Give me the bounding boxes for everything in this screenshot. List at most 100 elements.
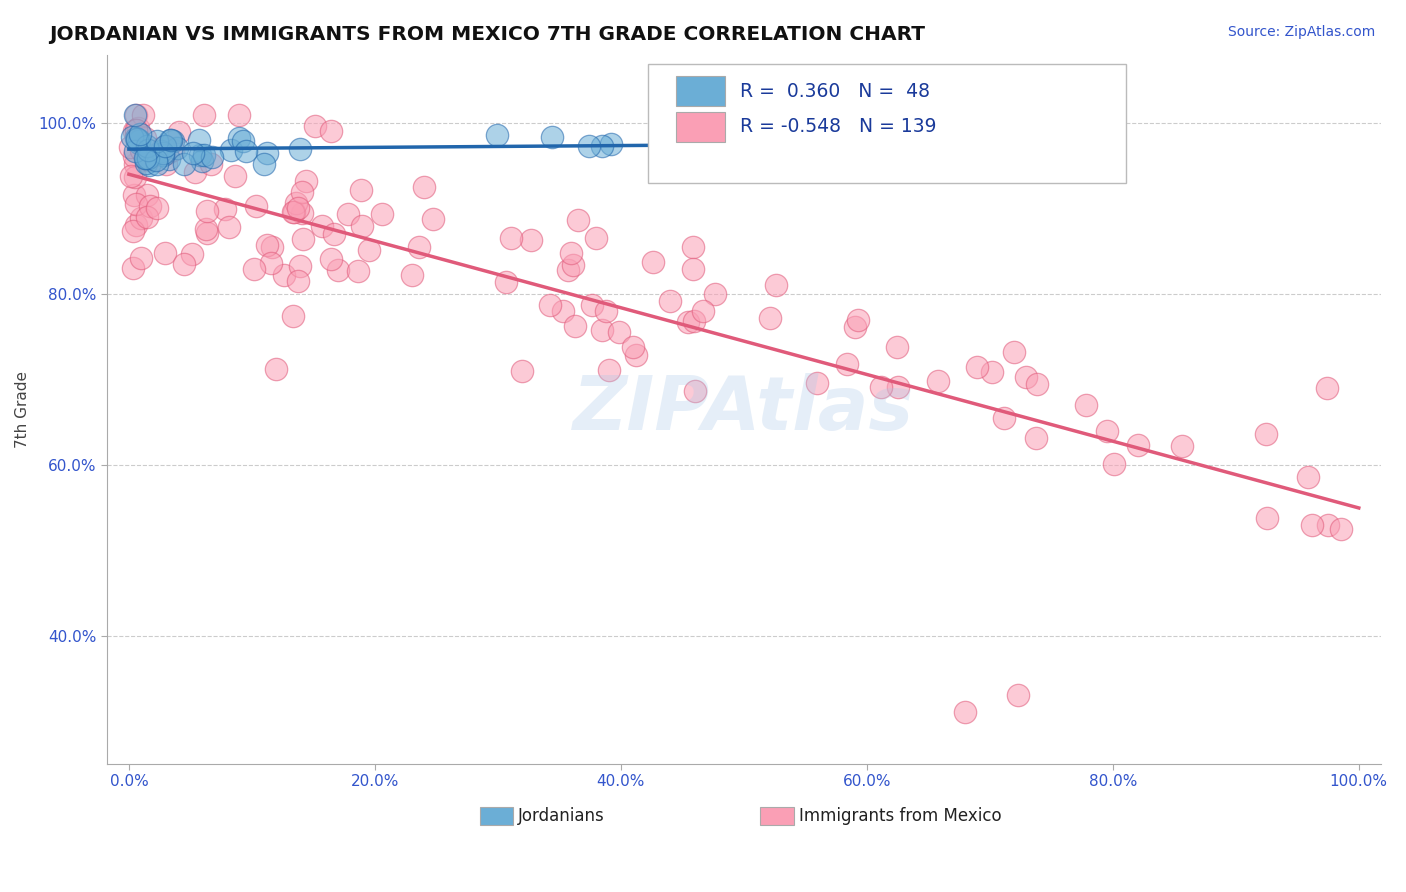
FancyBboxPatch shape (676, 77, 724, 106)
Point (120, 140, 142, 154)
Point (136, 211, 159, 225)
FancyBboxPatch shape (648, 63, 1126, 183)
Point (120, 169, 142, 184)
Point (262, 240, 284, 254)
Point (146, 202, 169, 216)
Point (966, 360, 988, 375)
Point (127, 120, 149, 135)
Point (1074, 398, 1097, 412)
Point (125, 196, 148, 211)
Point (1002, 344, 1025, 359)
Point (136, 143, 159, 157)
Point (311, 219, 333, 234)
Point (135, 139, 157, 153)
Point (124, 108, 146, 122)
Point (347, 264, 370, 278)
Point (285, 195, 308, 210)
Point (1330, 522, 1353, 536)
Point (283, 204, 305, 219)
Text: Source: ZipAtlas.com: Source: ZipAtlas.com (1227, 25, 1375, 39)
Point (159, 133, 181, 147)
Point (173, 156, 195, 170)
Point (160, 133, 183, 147)
Point (128, 134, 150, 148)
Point (1015, 370, 1038, 384)
Text: Immigrants from Mexico: Immigrants from Mexico (799, 807, 1001, 825)
Point (600, 136, 623, 151)
Point (682, 240, 704, 254)
Point (927, 374, 949, 388)
Point (138, 150, 160, 164)
Point (401, 268, 423, 282)
Point (125, 123, 148, 137)
Point (486, 128, 509, 142)
Point (765, 278, 787, 293)
Point (193, 147, 215, 161)
Point (135, 156, 157, 170)
Point (125, 122, 148, 136)
Point (352, 219, 374, 233)
Text: ZIPAtlas: ZIPAtlas (574, 373, 914, 446)
Point (1095, 424, 1118, 438)
Point (245, 199, 267, 213)
Point (136, 153, 159, 167)
Point (870, 380, 893, 394)
Point (624, 348, 647, 362)
Point (187, 133, 209, 147)
Point (266, 362, 288, 376)
Point (146, 157, 169, 171)
Point (256, 238, 278, 252)
Point (1254, 426, 1277, 441)
Point (557, 263, 579, 277)
Point (122, 188, 145, 202)
Point (142, 147, 165, 161)
Point (844, 320, 866, 334)
Point (806, 376, 828, 391)
Point (585, 230, 607, 244)
Point (195, 227, 218, 241)
Y-axis label: 7th Grade: 7th Grade (15, 371, 30, 448)
Point (188, 147, 211, 161)
Text: R = -0.548   N = 139: R = -0.548 N = 139 (740, 117, 936, 136)
Point (125, 108, 148, 122)
Point (591, 139, 613, 153)
Point (135, 151, 157, 165)
Point (201, 150, 224, 164)
Point (283, 310, 305, 324)
Point (156, 146, 179, 161)
Point (704, 287, 727, 301)
Point (134, 152, 156, 166)
Point (173, 257, 195, 271)
Point (682, 262, 704, 277)
Text: Jordanians: Jordanians (519, 807, 605, 825)
Point (336, 207, 359, 221)
Point (886, 340, 908, 354)
FancyBboxPatch shape (479, 807, 513, 825)
Point (692, 304, 714, 318)
Point (412, 180, 434, 194)
Point (128, 127, 150, 141)
Point (607, 326, 630, 340)
Point (846, 313, 869, 327)
Point (125, 218, 148, 232)
Point (1301, 517, 1323, 532)
Point (357, 244, 380, 258)
FancyBboxPatch shape (676, 112, 724, 142)
Point (560, 245, 582, 260)
Text: JORDANIAN VS IMMIGRANTS FROM MEXICO 7TH GRADE CORRELATION CHART: JORDANIAN VS IMMIGRANTS FROM MEXICO 7TH … (49, 25, 925, 44)
Point (129, 211, 152, 226)
Point (228, 131, 250, 145)
Point (128, 136, 150, 150)
Point (1316, 381, 1339, 395)
Point (228, 108, 250, 122)
Point (993, 411, 1015, 425)
Point (1026, 377, 1049, 392)
Point (501, 231, 523, 245)
Point (273, 268, 295, 282)
Point (145, 153, 167, 167)
Point (139, 199, 162, 213)
Point (561, 258, 583, 272)
Point (567, 212, 589, 227)
Point (328, 263, 350, 277)
Point (1317, 518, 1340, 533)
